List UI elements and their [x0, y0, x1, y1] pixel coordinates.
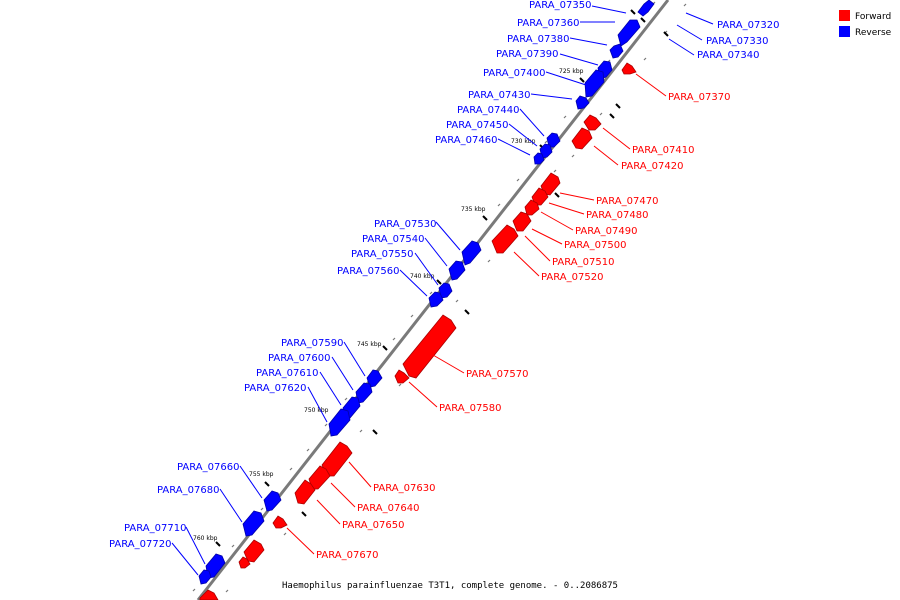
minor-ticks-forward: [225, 3, 687, 593]
legend: Forward Reverse: [839, 10, 892, 38]
gene-label[interactable]: PARA_07400: [483, 68, 545, 79]
gene-arrow[interactable]: [637, 0, 655, 17]
gene-label[interactable]: PARA_07580: [439, 403, 501, 414]
gene-label[interactable]: PARA_07500: [564, 240, 626, 251]
scale-label: 740 kbp: [410, 273, 435, 280]
gene-label[interactable]: PARA_07630: [373, 483, 435, 494]
scale-label: 745 kbp: [357, 341, 382, 348]
gene-label[interactable]: PARA_07550: [351, 249, 413, 260]
gene-label[interactable]: PARA_07460: [435, 135, 497, 146]
gene-label[interactable]: PARA_07440: [457, 105, 519, 116]
gene-label[interactable]: PARA_07510: [552, 257, 614, 268]
gene-label[interactable]: PARA_07470: [596, 196, 658, 207]
gene-arrow[interactable]: [328, 408, 351, 437]
genome-caption: Haemophilus parainfluenzae T3T1, complet…: [282, 581, 618, 591]
gene-arrow[interactable]: [621, 62, 637, 75]
gene-label[interactable]: PARA_07350: [529, 0, 591, 11]
gene-arrow[interactable]: [394, 369, 410, 384]
gene-label[interactable]: PARA_07540: [362, 234, 424, 245]
gene-label[interactable]: PARA_07360: [517, 18, 579, 29]
gene-arrow[interactable]: [199, 589, 219, 600]
legend-label-reverse: Reverse: [855, 28, 892, 38]
gene-label[interactable]: PARA_07430: [468, 90, 530, 101]
gene-label[interactable]: PARA_07620: [244, 383, 306, 394]
scale-label: 750 kbp: [304, 407, 329, 414]
gene-arrow[interactable]: [533, 152, 545, 165]
gene-label[interactable]: PARA_07530: [374, 219, 436, 230]
gene-label[interactable]: PARA_07600: [268, 353, 330, 364]
gene-label[interactable]: PARA_07560: [337, 266, 399, 277]
gene-label[interactable]: PARA_07590: [281, 338, 343, 349]
scale-label: 755 kbp: [249, 471, 274, 478]
scale-label: 730 kbp: [511, 138, 536, 145]
gene-arrow[interactable]: [263, 490, 282, 512]
legend-swatch-forward: [839, 10, 850, 21]
scale-label: 735 kbp: [461, 206, 486, 213]
gene-arrow[interactable]: [272, 515, 288, 529]
gene-arrow[interactable]: [584, 69, 605, 98]
gene-label[interactable]: PARA_07710: [124, 523, 186, 534]
gene-arrow[interactable]: [428, 291, 444, 308]
scale-label: 725 kbp: [559, 68, 584, 75]
reverse-labels: PARA_07350 PARA_07360 PARA_07380 PARA_07…: [109, 0, 779, 550]
gene-arrow[interactable]: [294, 479, 316, 505]
forward-leaders: [286, 73, 667, 555]
gene-label[interactable]: PARA_07640: [357, 503, 419, 514]
forward-labels: PARA_07370 PARA_07410 PARA_07420 PARA_07…: [316, 92, 730, 561]
gene-label[interactable]: PARA_07410: [632, 145, 694, 156]
gene-arrow[interactable]: [402, 314, 457, 379]
gene-label[interactable]: PARA_07380: [507, 34, 569, 45]
legend-label-forward: Forward: [855, 12, 891, 22]
gene-arrow[interactable]: [609, 43, 624, 59]
scale-labels: 725 kbp 730 kbp 735 kbp 740 kbp 745 kbp …: [193, 68, 584, 542]
gene-label[interactable]: PARA_07650: [342, 520, 404, 531]
gene-label[interactable]: PARA_07680: [157, 485, 219, 496]
gene-label[interactable]: PARA_07610: [256, 368, 318, 379]
legend-swatch-reverse: [839, 26, 850, 37]
gene-arrow[interactable]: [448, 260, 466, 281]
scale-label: 760 kbp: [193, 535, 218, 542]
gene-arrow[interactable]: [512, 211, 532, 232]
gene-label[interactable]: PARA_07320: [717, 20, 779, 31]
gene-label[interactable]: PARA_07490: [575, 226, 637, 237]
minor-ticks-reverse: [192, 1, 656, 592]
gene-label[interactable]: PARA_07390: [496, 49, 558, 60]
reverse-genes: [198, 0, 655, 585]
reverse-leaders: [171, 5, 714, 576]
gene-arrow[interactable]: [575, 95, 590, 110]
gene-label[interactable]: PARA_07480: [586, 210, 648, 221]
gene-label[interactable]: PARA_07670: [316, 550, 378, 561]
gene-label[interactable]: PARA_07330: [706, 36, 768, 47]
gene-arrow[interactable]: [583, 114, 602, 131]
gene-label[interactable]: PARA_07370: [668, 92, 730, 103]
gene-arrow[interactable]: [198, 569, 212, 585]
gene-arrow[interactable]: [491, 224, 519, 254]
gene-label[interactable]: PARA_07340: [697, 50, 759, 61]
gene-label[interactable]: PARA_07450: [446, 120, 508, 131]
gene-label[interactable]: PARA_07420: [621, 161, 683, 172]
gene-arrow[interactable]: [571, 127, 593, 150]
gene-label[interactable]: PARA_07720: [109, 539, 171, 550]
forward-genes: [199, 62, 637, 600]
gene-arrow[interactable]: [461, 240, 482, 266]
gene-label[interactable]: PARA_07520: [541, 272, 603, 283]
gene-label[interactable]: PARA_07660: [177, 462, 239, 473]
gene-arrow[interactable]: [242, 510, 265, 537]
gene-arrow[interactable]: [238, 556, 251, 569]
gene-label[interactable]: PARA_07570: [466, 369, 528, 380]
